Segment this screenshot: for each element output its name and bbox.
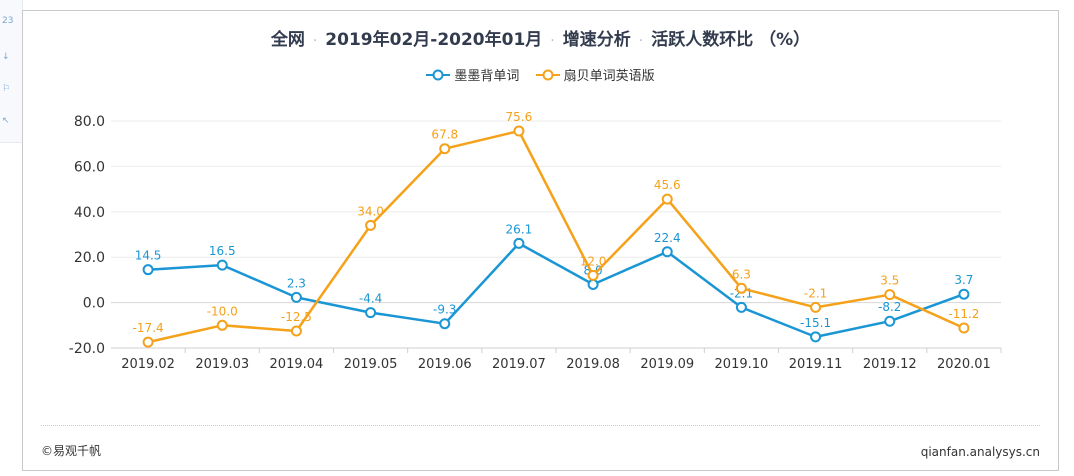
line-chart: 80.0 60.0 40.0 20.0 0.0 -20.0 2019.02 2019.03 20… xyxy=(69,110,1002,372)
y-tick-label: -20.0 xyxy=(69,341,105,357)
x-tick-label: 2019.09 xyxy=(640,357,694,372)
toolbar-glyph-3: ⚐ xyxy=(2,84,11,94)
data-point xyxy=(216,319,228,331)
y-tick-label: 20.0 xyxy=(74,250,105,266)
y-tick-label: 60.0 xyxy=(74,159,105,175)
data-point xyxy=(439,143,451,155)
data-point xyxy=(661,193,673,205)
chart-title: 全网 · 2019年02月-2020年01月 · 增速分析 · 活跃人数环比 （%） xyxy=(23,25,1058,50)
data-label: 12.0 xyxy=(580,254,607,268)
legend-label-series-a: 墨墨背单词 xyxy=(454,69,520,84)
data-point xyxy=(513,237,525,249)
data-point xyxy=(513,125,525,137)
x-tick-label: 2019.04 xyxy=(270,357,324,372)
x-tick-label: 2019.10 xyxy=(715,357,769,372)
data-label: -4.4 xyxy=(359,292,382,306)
title-analysis: 增速分析 xyxy=(562,30,631,50)
data-point xyxy=(587,278,599,290)
data-label: -11.2 xyxy=(948,307,979,321)
x-tick-label: 2019.07 xyxy=(492,357,546,372)
data-point xyxy=(365,307,377,319)
chart-panel: 全网 · 2019年02月-2020年01月 · 增速分析 · 活跃人数环比 （%） 墨墨背… xyxy=(22,10,1059,471)
title-separator: · xyxy=(638,33,644,49)
data-label: -17.4 xyxy=(133,321,164,335)
source-site: qianfan.analysys.cn xyxy=(920,445,1040,459)
data-label: 3.5 xyxy=(880,274,899,288)
data-label: 45.6 xyxy=(654,178,681,192)
x-tick-label: 2019.12 xyxy=(863,357,917,372)
data-label: 26.1 xyxy=(506,222,533,236)
data-point xyxy=(958,288,970,300)
data-label: 75.6 xyxy=(506,110,533,124)
data-label: 22.4 xyxy=(654,231,681,245)
title-scope: 全网 xyxy=(270,30,305,50)
data-label: -2.1 xyxy=(804,286,827,300)
x-tick-label: 2019.03 xyxy=(195,357,249,372)
title-period: 2019年02月-2020年01月 xyxy=(325,30,543,50)
data-point xyxy=(365,219,377,231)
data-label: 16.5 xyxy=(209,244,236,258)
toolbar-glyph-2: ↓ xyxy=(2,52,10,62)
side-toolbar-fragment: 23 ↓ ⚐ ↖ xyxy=(0,0,23,143)
title-separator: · xyxy=(550,33,555,49)
data-point xyxy=(142,336,154,348)
data-point xyxy=(884,315,896,327)
data-label: 14.5 xyxy=(135,249,162,263)
data-point xyxy=(439,318,451,330)
data-label: 2.3 xyxy=(287,276,306,290)
toolbar-glyph-4: ↖ xyxy=(2,116,10,126)
legend-line-marker-icon xyxy=(535,69,560,80)
data-point xyxy=(810,301,822,313)
data-point xyxy=(216,259,228,271)
y-tick-label: 80.0 xyxy=(74,114,105,130)
data-point xyxy=(290,291,302,303)
title-metric: 活跃人数环比 （%） xyxy=(651,30,811,50)
data-label: 6.3 xyxy=(732,267,751,281)
data-point xyxy=(661,246,673,258)
data-label: 3.7 xyxy=(954,273,973,287)
x-tick-label: 2019.08 xyxy=(566,357,620,372)
legend-line-marker-icon xyxy=(426,69,451,80)
data-point xyxy=(587,269,599,281)
series-line-b xyxy=(147,129,965,344)
x-tick-label: 2019.11 xyxy=(789,357,843,372)
data-point xyxy=(884,289,896,301)
x-tick-label: 2019.02 xyxy=(121,357,175,372)
data-point xyxy=(810,331,822,343)
data-point xyxy=(290,325,302,337)
legend-label-series-b: 扇贝单词英语版 xyxy=(563,69,655,84)
data-point xyxy=(142,264,154,276)
data-point xyxy=(735,282,747,294)
x-tick-label: 2019.05 xyxy=(344,357,398,372)
data-point xyxy=(958,322,970,334)
toolbar-glyph-1: 23 xyxy=(2,16,14,26)
source-credit: ©易观千帆 xyxy=(41,444,102,458)
series-line-a xyxy=(148,242,965,339)
title-separator: · xyxy=(312,33,318,49)
x-tick-label: 2019.06 xyxy=(418,357,472,372)
data-label: -15.1 xyxy=(800,316,831,330)
data-label: -8.2 xyxy=(878,300,901,314)
data-label: -12.5 xyxy=(281,310,312,324)
data-label: 67.8 xyxy=(431,128,458,142)
data-point xyxy=(735,301,747,313)
data-label: -10.0 xyxy=(207,304,238,318)
data-label: -9.3 xyxy=(433,303,456,317)
legend-item-series-b[interactable]: 扇贝单词英语版 xyxy=(535,65,655,84)
legend-item-series-a[interactable]: 墨墨背单词 xyxy=(426,65,519,84)
x-tick-label: 2020.01 xyxy=(937,357,991,372)
data-label: 34.0 xyxy=(357,204,384,218)
y-tick-label: 0.0 xyxy=(83,296,105,312)
y-tick-label: 40.0 xyxy=(74,205,105,221)
chart-legend: 墨墨背单词 扇贝单词英语版 xyxy=(23,65,1058,85)
footer-divider xyxy=(41,425,1040,426)
